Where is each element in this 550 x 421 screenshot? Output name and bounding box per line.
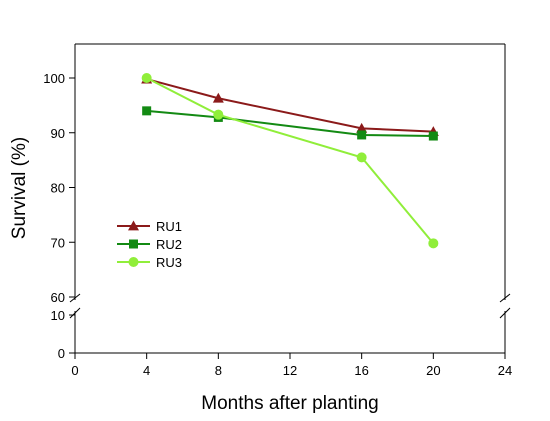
axis-break-mark-right-b (499, 307, 511, 319)
data-point-ru1 (356, 122, 368, 133)
x-tick-label: 0 (71, 363, 78, 378)
data-point-ru3 (356, 152, 367, 163)
axis-break-mark-right-a (499, 293, 511, 303)
y-tick-label: 70 (51, 235, 65, 250)
y-tick-label: 80 (51, 181, 65, 196)
series-line-ru2 (146, 109, 434, 138)
y-tick-label: 0 (58, 346, 65, 361)
legend-label-ru2: RU2 (156, 237, 182, 252)
data-point-ru1 (212, 92, 224, 103)
y-tick-label: 60 (51, 290, 65, 305)
axis-break-mark-left-a (69, 293, 81, 303)
data-point-ru2 (142, 106, 152, 116)
legend-marker-ru3 (128, 257, 139, 267)
y-tick-label: 90 (51, 126, 65, 141)
legend-label-ru1: RU1 (156, 219, 182, 234)
legend-marker-ru2 (129, 239, 138, 249)
y-axis-title: Survival (%) (9, 137, 30, 239)
data-point-ru2 (357, 130, 367, 140)
data-point-ru3 (213, 109, 224, 120)
data-point-ru3 (428, 238, 439, 249)
data-point-ru2 (428, 131, 438, 141)
x-tick-label: 12 (283, 363, 297, 378)
x-axis-title: Months after planting (201, 393, 378, 414)
y-tick-label: 100 (43, 71, 65, 86)
x-tick-label: 8 (215, 363, 222, 378)
data-point-ru3 (141, 73, 152, 83)
x-tick-label: 16 (354, 363, 368, 378)
series-line-ru3 (146, 77, 435, 244)
x-tick-label: 24 (498, 363, 512, 378)
legend-marker-ru1 (128, 220, 139, 231)
legend-label-ru3: RU3 (156, 255, 182, 270)
x-tick-label: 4 (143, 363, 150, 378)
series-line-ru1 (146, 78, 434, 133)
axis-break-mark-left-b (69, 307, 81, 319)
x-tick-label: 20 (426, 363, 440, 378)
y-tick-label: 10 (51, 308, 65, 323)
